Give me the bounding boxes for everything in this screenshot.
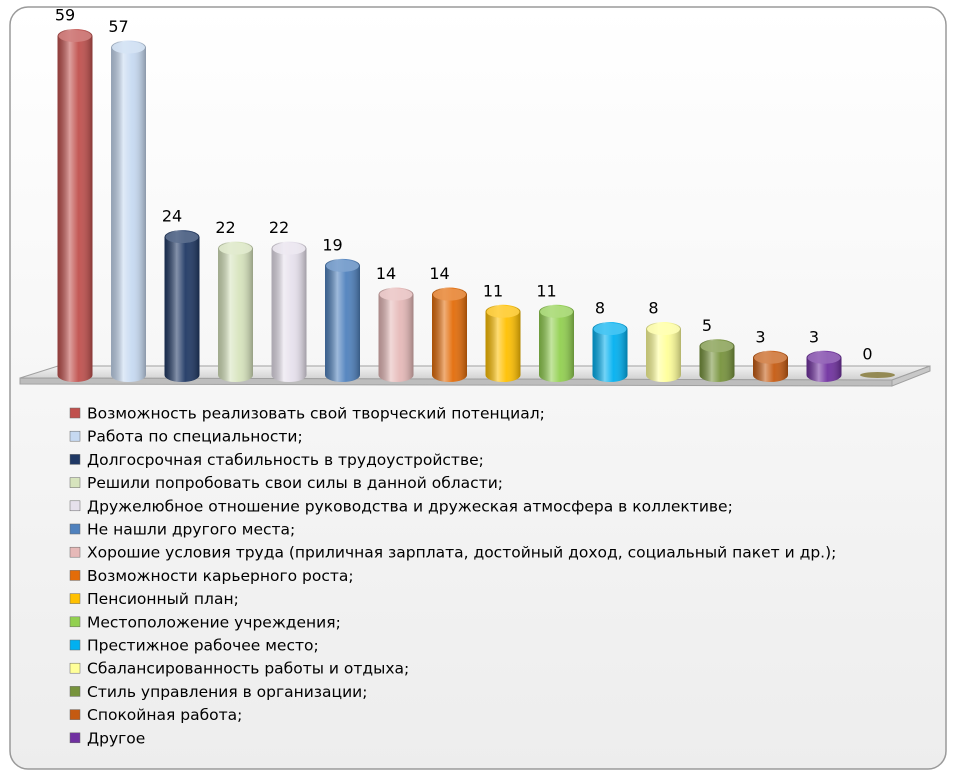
value-label: 14 [376,264,396,283]
value-label: 8 [595,299,605,318]
bar-top [379,288,413,301]
bar-top-shine [112,41,145,54]
bar-top-shine [593,323,627,336]
legend-marker [69,546,81,558]
bar-shine [57,29,93,382]
legend-label: Дружелюбное отношение руководства и друж… [87,497,733,515]
bar-top-shine [540,305,573,318]
bar-shine [164,230,200,382]
bar-top [165,231,199,244]
chart-panel [9,6,947,770]
legend-label: Долгосрочная стабильность в трудоустройс… [87,451,484,469]
legend-marker [69,732,81,744]
bar-shine [592,322,628,382]
bar-top-shine [272,242,306,255]
value-label: 14 [429,264,449,283]
value-label: 0 [862,345,872,364]
bar-shine [378,287,414,382]
legend-marker [69,709,81,720]
value-label: 11 [483,281,503,300]
legend-marker [69,570,81,581]
legend-label: Местоположение учреждения; [87,613,341,631]
bar-top [433,288,466,301]
bar-top [593,323,627,336]
bar-shine [111,40,146,383]
legend-marker [69,616,81,628]
legend-marker [69,407,81,419]
bar-top [58,30,92,42]
value-label: 3 [809,327,819,346]
bar-top [647,323,680,336]
value-label: 22 [269,218,289,237]
bar-top [540,305,573,318]
bar-shine [325,258,360,382]
legend-marker [69,477,81,488]
bar-top [272,242,306,255]
bar-top [807,351,841,364]
legend-label: Пенсионный план; [87,590,239,608]
legend-marker [69,523,81,535]
bar-top-shine [326,259,359,272]
value-label: 59 [55,6,75,25]
bar-shine [432,287,467,382]
bar-shine [646,322,681,382]
legend-label: Возможность реализовать свой творческий … [87,405,545,423]
value-label: 8 [648,299,658,318]
bar-top [326,259,359,272]
bar-top-shine [486,305,520,318]
legend-label: Другое [87,729,145,747]
bar-top-shine [58,30,92,42]
bar-top-shine [647,323,680,336]
bar-top [219,242,252,255]
bar-shine [271,241,307,382]
legend-label: Хорошие условия труда (приличная зарплат… [87,544,836,562]
legend-marker [69,500,81,512]
bar [860,372,895,378]
bar-top [754,351,787,364]
legend-marker [69,686,81,697]
legend-label: Сбалансированность работы и отдыха; [87,660,409,678]
bar-top-shine [433,288,466,301]
value-label: 19 [322,235,342,254]
bar-shine [218,241,253,382]
legend-marker [69,639,81,651]
value-label: 3 [755,327,765,346]
legend-label: Не нашли другого места; [87,521,295,539]
bar-shine [539,304,574,382]
value-label: 24 [162,207,182,226]
bar-top-shine [754,351,787,364]
legend-label: Решили попробовать свои силы в данной об… [87,474,503,492]
bar-top-shine [700,340,734,353]
value-label: 5 [702,316,712,335]
bar-top [700,340,734,353]
legend-marker [69,593,81,604]
bar-shine [485,304,521,382]
bar-top [112,41,145,54]
legend-marker [69,430,81,442]
legend-label: Возможности карьерного роста; [87,567,354,585]
bar-top [486,305,520,318]
bar-top-shine [379,288,413,301]
bar-top-shine [219,242,252,255]
legend-label: Спокойная работа; [87,706,242,724]
legend-marker [69,454,81,465]
value-label: 11 [536,281,556,300]
legend-marker [69,662,81,674]
value-label: 22 [215,218,235,237]
bar-top-shine [165,231,199,244]
legend-label: Работа по специальности; [87,428,303,446]
floor-side [891,365,931,387]
value-label: 57 [108,17,128,36]
legend-label: Стиль управления в организации; [87,683,367,701]
legend-label: Престижное рабочее место; [87,637,319,655]
bar-top-shine [807,351,841,364]
